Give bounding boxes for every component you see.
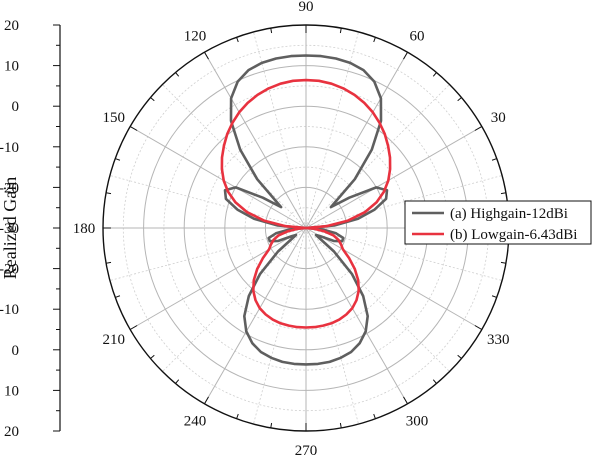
- angle-tick: [150, 354, 155, 359]
- angle-tick: [175, 72, 180, 77]
- angular-gridline: [305, 227, 359, 425]
- angle-tick: [432, 379, 437, 384]
- angular-gridline: [305, 227, 503, 281]
- angle-tick: [403, 51, 408, 60]
- angle-tick: [491, 295, 497, 298]
- angle-tick-label: 150: [102, 110, 125, 126]
- angle-tick-label: 90: [299, 0, 314, 15]
- angle-tick: [491, 158, 497, 161]
- angular-gridline: [305, 84, 450, 229]
- angular-gridline: [204, 227, 307, 405]
- r-axis-tick-label: -30: [0, 221, 19, 237]
- angular-gridline: [129, 227, 307, 330]
- angle-tick: [129, 126, 138, 131]
- legend-label-highgain: (a) Highgain-12dBi: [450, 206, 568, 222]
- r-axis-tick-label: 0: [12, 99, 20, 115]
- angle-tick: [270, 422, 273, 429]
- y-axis-label: Realized Gain: [0, 177, 20, 279]
- angle-tick-label: 240: [184, 413, 207, 429]
- angle-tick: [115, 295, 121, 298]
- angle-tick: [500, 192, 507, 195]
- angle-tick: [115, 158, 121, 161]
- r-axis-ticks: [53, 24, 60, 432]
- angular-gridline: [109, 175, 307, 229]
- angle-tick: [105, 192, 112, 195]
- r-axis-tick-label: 10: [4, 383, 19, 399]
- angular-gridline: [204, 51, 307, 229]
- angle-tick-labels: 30 60 90 120 150 180 210 240 270 300 330: [73, 0, 510, 456]
- angular-gridline: [162, 227, 307, 372]
- angle-tick-label: 180: [73, 221, 96, 237]
- angle-tick-label: 300: [406, 413, 429, 429]
- angle-tick: [150, 97, 155, 102]
- r-axis-tick-label: -20: [0, 180, 19, 196]
- angle-tick: [432, 72, 437, 77]
- r-axis-tick-label: 20: [4, 424, 19, 440]
- angle-tick: [457, 354, 462, 359]
- angle-tick: [403, 396, 408, 405]
- angle-tick: [204, 396, 209, 405]
- angular-gridline: [305, 175, 503, 229]
- angle-tick: [474, 126, 483, 131]
- series-line-lowgain: [220, 78, 392, 329]
- r-axis-tick-label: -20: [0, 262, 19, 278]
- angle-tick: [129, 325, 138, 330]
- angular-gridline: [305, 51, 408, 229]
- angular-gridline: [305, 227, 450, 372]
- angular-gridline: [253, 31, 307, 229]
- angle-tick: [474, 325, 483, 330]
- r-axis-tick-labels: 20 10 0 -10 -20 -30 -20 -10 0 10 20: [0, 18, 19, 440]
- angle-tick-label: 270: [295, 443, 318, 456]
- angle-tick: [339, 27, 342, 34]
- series-layer: [220, 54, 392, 366]
- angular-grid: [103, 25, 509, 431]
- angle-tick: [373, 37, 376, 43]
- angle-ticks: [103, 25, 509, 431]
- angle-tick-label: 30: [491, 110, 506, 126]
- angular-gridline: [109, 227, 307, 281]
- angular-gridline: [129, 126, 307, 229]
- r-axis-tick-label: 10: [4, 59, 19, 75]
- angular-gridline: [253, 227, 307, 425]
- angle-tick: [236, 413, 239, 419]
- angle-tick-label: 210: [102, 332, 125, 348]
- r-axis-tick-label: 20: [4, 18, 19, 34]
- angular-gridline: [162, 84, 307, 229]
- r-axis: 20 10 0 -10 -20 -30 -20 -10 0 10 20: [0, 18, 61, 440]
- angular-gridline: [305, 126, 483, 229]
- angle-tick: [236, 37, 239, 43]
- angle-tick: [270, 27, 273, 34]
- legend: (a) Highgain-12dBi (b) Lowgain-6.43dBi: [404, 200, 592, 245]
- r-axis-tick-label: 0: [12, 343, 20, 359]
- r-axis-tick-label: -10: [0, 140, 19, 156]
- angle-tick: [500, 261, 507, 264]
- angle-tick: [175, 379, 180, 384]
- angle-tick-label: 330: [487, 332, 510, 348]
- angle-tick: [373, 413, 376, 419]
- angular-gridline: [305, 227, 408, 405]
- angle-tick: [339, 422, 342, 429]
- angle-tick: [457, 97, 462, 102]
- angular-gridline: [305, 227, 483, 330]
- angle-tick-label: 120: [184, 29, 207, 45]
- angular-gridline: [305, 31, 359, 229]
- legend-label-lowgain: (b) Lowgain-6.43dBi: [450, 227, 577, 243]
- angle-tick: [105, 261, 112, 264]
- r-axis-tick-label: -10: [0, 302, 19, 318]
- angle-tick: [204, 51, 209, 60]
- legend-box: [404, 200, 592, 245]
- angle-tick-label: 60: [410, 29, 425, 45]
